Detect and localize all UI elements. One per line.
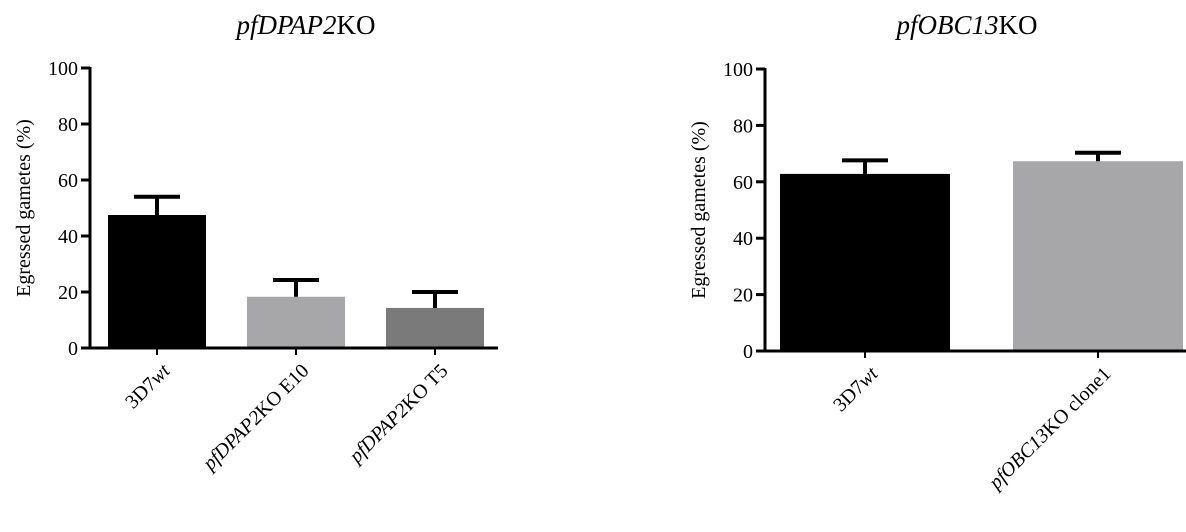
y-axis-label: Egressed gametes (%) <box>688 121 710 299</box>
chart-title-part: pfDPAP2 <box>235 10 337 40</box>
y-tick-label: 100 <box>723 59 753 81</box>
error-bar <box>842 158 888 174</box>
error-bar <box>412 290 458 308</box>
x-tick-label-part: KO clone1 <box>1038 363 1115 440</box>
error-bar <box>134 194 180 215</box>
x-tick-label: 3D7wt <box>121 360 175 414</box>
y-tick-label: 40 <box>58 226 78 248</box>
chart-title-part: KO <box>999 10 1038 40</box>
bar <box>780 173 950 351</box>
x-tick-label: pfDPAP2KO T5 <box>344 360 453 469</box>
x-tick-label: pfOBC13KO clone1 <box>983 363 1115 495</box>
error-bar <box>1075 150 1121 162</box>
x-tick-label: pfDPAP2KO E10 <box>197 360 313 476</box>
y-tick-label: 40 <box>733 228 753 250</box>
x-tick-label-part: pfDPAP2 <box>344 399 413 468</box>
chart-title-part: pfOBC13 <box>894 10 998 40</box>
chart-title-part: KO <box>337 10 376 40</box>
chart-title: pfDPAP2KO <box>235 10 376 40</box>
x-tick-label: 3D7wt <box>829 363 883 417</box>
chart-title: pfOBC13KO <box>894 10 1037 40</box>
x-tick-label-part: pfOBC13 <box>983 425 1053 495</box>
y-tick-label: 80 <box>58 114 78 136</box>
bar <box>386 307 484 348</box>
chart-panel-pfobc13ko: pfOBC13KO Egressed gametes (%) 3D7wt pfOBC1… <box>593 0 1186 532</box>
y-tick-label: 20 <box>58 282 78 304</box>
y-tick-label: 0 <box>743 341 753 363</box>
y-tick-label: 60 <box>733 172 753 194</box>
y-axis-label: Egressed gametes (%) <box>13 119 35 297</box>
y-tick-label: 0 <box>68 338 78 360</box>
x-tick-label-part: KO T5 <box>397 360 452 415</box>
bar <box>108 215 206 348</box>
y-tick-label: 100 <box>48 58 78 80</box>
x-tick-label-part: pfDPAP2 <box>197 407 266 476</box>
x-tick-label-part: KO E10 <box>251 360 313 422</box>
y-tick-label: 20 <box>733 285 753 307</box>
y-tick-label: 60 <box>58 170 78 192</box>
chart-panel-pfdpap2ko: pfDPAP2KO Egressed gametes (%) 3D7wt pfDPAP… <box>13 10 498 476</box>
bar <box>247 296 345 348</box>
error-bar <box>273 277 319 297</box>
y-tick-label: 80 <box>733 115 753 137</box>
bar <box>1013 161 1183 351</box>
